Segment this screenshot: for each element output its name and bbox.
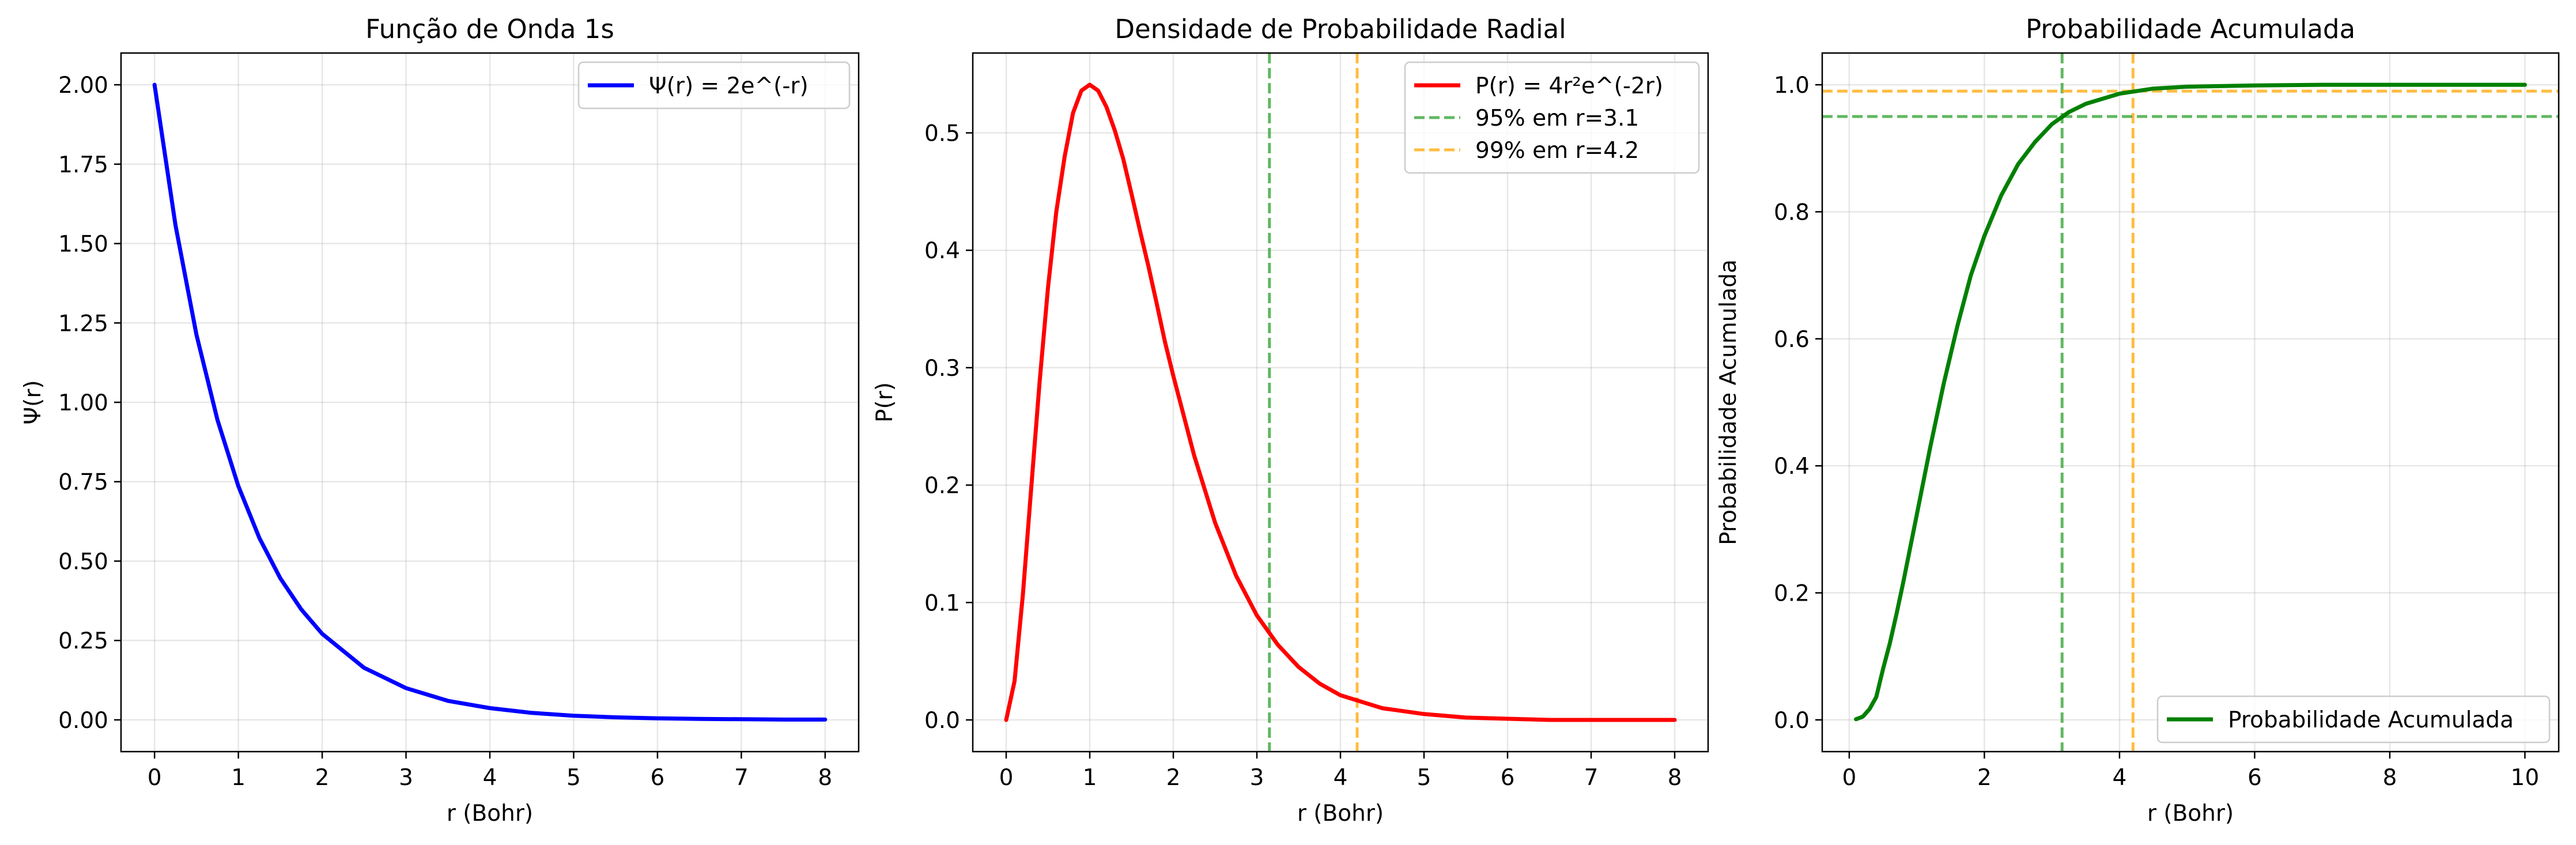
legend-box [1404, 61, 1700, 174]
x-axis-label: r (Bohr) [2147, 801, 2234, 827]
y-tick-label: 0.2 [1774, 581, 1810, 607]
legend-label: P(r) = 4r²e^(-2r) [1475, 73, 1663, 99]
x-tick-label: 1 [1083, 765, 1097, 791]
y-tick-label: 0.25 [58, 628, 108, 654]
y-tick-label: 0.50 [58, 549, 108, 575]
chart-title: Função de Onda 1s [365, 14, 614, 44]
axes-frame [120, 52, 860, 753]
x-tick-label: 8 [818, 765, 832, 791]
axes-frame [972, 52, 1709, 753]
axes-frame [1821, 52, 2560, 753]
x-tick-label: 8 [2382, 765, 2397, 791]
x-tick-label: 6 [2248, 765, 2262, 791]
y-tick-label: 0.75 [58, 470, 108, 496]
y-tick-label: 0.4 [924, 238, 960, 264]
x-tick-label: 0 [148, 765, 162, 791]
y-tick-label: 1.50 [58, 232, 108, 258]
x-tick-label: 0 [999, 765, 1014, 791]
y-tick-label: 0.8 [1774, 199, 1810, 225]
y-tick-label: 0.1 [924, 590, 960, 616]
series-line [1004, 82, 1677, 722]
x-tick-label: 2 [1977, 765, 1992, 791]
legend: P(r) = 4r²e^(-2r) 95% em r=3.1 99% em r=4.… [1404, 61, 1700, 174]
y-axis-label: Ψ(r) [20, 380, 46, 424]
x-tick-label: 0 [1842, 765, 1856, 791]
chart-panel-1: 0 1 2 3 4 5 6 7 8 0.00 0.25 0.50 0.75 1.00 1.25 1.50 1.7… [20, 14, 860, 827]
y-tick-label: 0.0 [1774, 708, 1810, 734]
y-tick-label: 0.0 [924, 708, 960, 734]
x-tick-label: 7 [1584, 765, 1599, 791]
y-tick-label: 0.5 [924, 121, 960, 147]
x-tick-label: 2 [1166, 765, 1181, 791]
y-tick-label: 1.75 [58, 152, 108, 178]
y-tick-label: 0.00 [58, 708, 108, 734]
y-tick-label: 0.2 [924, 473, 960, 499]
chart-panel-2: 0 1 2 3 4 5 6 7 8 0.0 0.1 0.2 0.3 0.4 0.5 Densidade de … [872, 14, 1709, 827]
y-tick-label: 1.0 [1774, 73, 1810, 99]
legend: Ψ(r) = 2e^(-r) [577, 61, 851, 110]
y-tick-label: 0.6 [1774, 327, 1810, 353]
y-tick-label: 1.25 [58, 311, 108, 337]
x-axis-label: r (Bohr) [1297, 801, 1384, 827]
legend: Probabilidade Acumulada [2156, 695, 2551, 744]
y-axis-label: P(r) [872, 382, 898, 423]
x-tick-label: 6 [1501, 765, 1515, 791]
x-tick-label: 3 [399, 765, 413, 791]
x-tick-label: 3 [1250, 765, 1264, 791]
x-tick-label: 4 [2112, 765, 2126, 791]
legend-label: 99% em r=4.2 [1475, 138, 1639, 164]
y-tick-label: 1.00 [58, 390, 108, 416]
legend-label: 95% em r=3.1 [1475, 105, 1639, 131]
legend-label: Ψ(r) = 2e^(-r) [649, 73, 809, 99]
x-tick-label: 6 [650, 765, 664, 791]
legend-box [2156, 695, 2551, 744]
x-tick-label: 5 [1417, 765, 1431, 791]
legend-box [577, 61, 851, 110]
x-axis-label: r (Bohr) [447, 801, 533, 827]
y-tick-label: 0.4 [1774, 454, 1810, 480]
legend-label: Probabilidade Acumulada [2228, 707, 2514, 733]
x-tick-label: 4 [1334, 765, 1348, 791]
y-axis-label: Probabilidade Acumulada [1716, 259, 1742, 545]
x-tick-label: 2 [315, 765, 330, 791]
series-line [152, 82, 828, 722]
x-tick-label: 1 [231, 765, 245, 791]
chart-title: Probabilidade Acumulada [2026, 14, 2355, 44]
series-line [1854, 82, 2527, 722]
x-tick-label: 10 [2511, 765, 2540, 791]
chart-title: Densidade de Probabilidade Radial [1115, 14, 1566, 44]
x-tick-label: 5 [566, 765, 581, 791]
x-tick-label: 4 [483, 765, 497, 791]
x-tick-label: 7 [734, 765, 749, 791]
y-tick-label: 0.3 [924, 356, 960, 382]
chart-panel-3: 0 2 4 6 8 10 0.0 0.2 0.4 0.6 0.8 1.0 Probabilidade A… [1716, 14, 2560, 827]
x-tick-label: 8 [1668, 765, 1682, 791]
y-tick-label: 2.00 [58, 73, 108, 99]
